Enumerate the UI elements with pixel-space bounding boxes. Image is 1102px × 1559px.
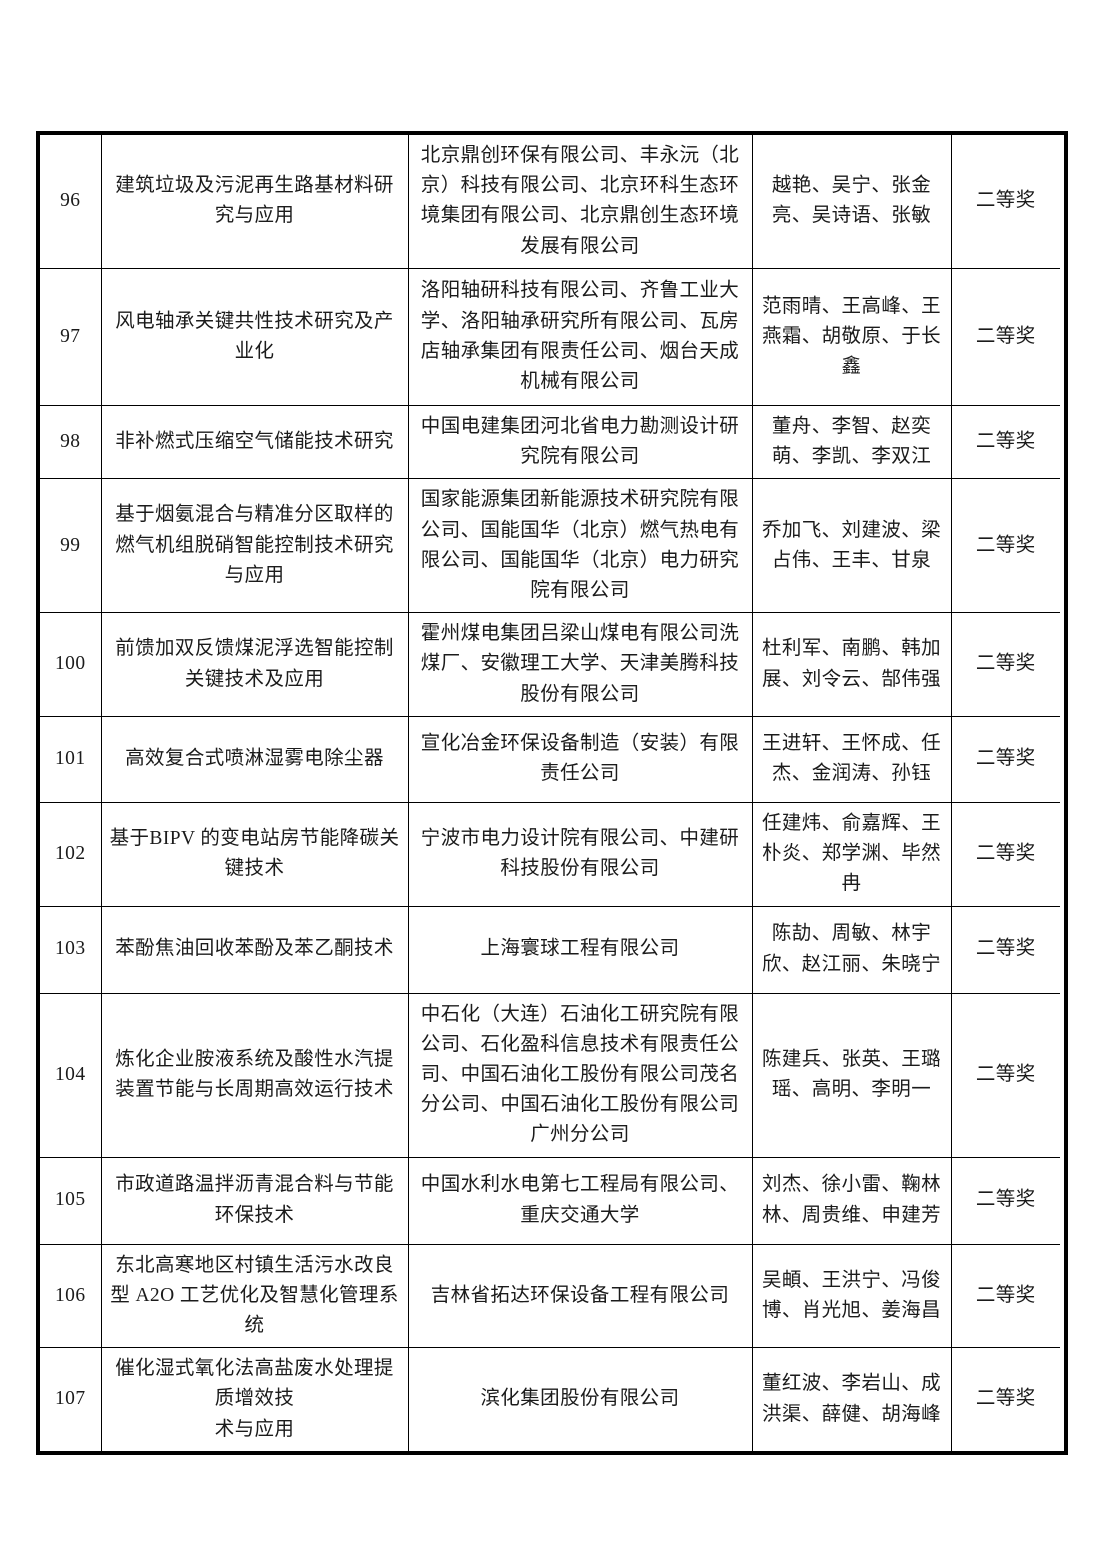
- award-table-body: 96 建筑垃圾及污泥再生路基材料研究与应用 北京鼎创环保有限公司、丰永沅（北京）…: [40, 135, 1060, 1451]
- row-title: 炼化企业胺液系统及酸性水汽提装置节能与长周期高效运行技术: [100, 992, 409, 1158]
- row-index: 96: [40, 135, 102, 269]
- row-people: 乔加飞、刘建波、梁占伟、王丰、甘泉: [751, 478, 952, 614]
- row-people: 范雨晴、王高峰、王燕霜、胡敬原、于长鑫: [751, 267, 952, 406]
- table-row: 104 炼化企业胺液系统及酸性水汽提装置节能与长周期高效运行技术 中石化（大连）…: [40, 992, 1060, 1158]
- row-award: 二等奖: [950, 404, 1060, 480]
- award-table: 96 建筑垃圾及污泥再生路基材料研究与应用 北京鼎创环保有限公司、丰永沅（北京）…: [40, 135, 1060, 1451]
- row-index: 101: [40, 715, 102, 803]
- award-table-outer-frame: 96 建筑垃圾及污泥再生路基材料研究与应用 北京鼎创环保有限公司、丰永沅（北京）…: [36, 131, 1068, 1455]
- row-people: 任建炜、俞嘉辉、王朴炎、郑学渊、毕然冉: [751, 801, 952, 907]
- row-org: 国家能源集团新能源技术研究院有限公司、国能国华（北京）燃气热电有限公司、国能国华…: [407, 478, 753, 614]
- row-index: 97: [40, 267, 102, 406]
- table-row: 97 风电轴承关键共性技术研究及产业化 洛阳轴研科技有限公司、齐鲁工业大学、洛阳…: [40, 267, 1060, 406]
- row-org: 中国水利水电第七工程局有限公司、重庆交通大学: [407, 1156, 753, 1245]
- row-award: 二等奖: [950, 801, 1060, 907]
- row-index: 106: [40, 1243, 102, 1349]
- award-table-inner-frame: 96 建筑垃圾及污泥再生路基材料研究与应用 北京鼎创环保有限公司、丰永沅（北京）…: [39, 134, 1065, 1452]
- table-row: 96 建筑垃圾及污泥再生路基材料研究与应用 北京鼎创环保有限公司、丰永沅（北京）…: [40, 135, 1060, 269]
- row-title: 基于烟氨混合与精准分区取样的燃气机组脱硝智能控制技术研究与应用: [100, 478, 409, 614]
- row-index: 99: [40, 478, 102, 614]
- row-org: 上海寰球工程有限公司: [407, 905, 753, 994]
- row-award: 二等奖: [950, 267, 1060, 406]
- row-people: 董舟、李智、赵奕萌、李凯、李双江: [751, 404, 952, 480]
- row-index: 104: [40, 992, 102, 1158]
- table-row: 100 前馈加双反馈煤泥浮选智能控制关键技术及应用 霍州煤电集团吕梁山煤电有限公…: [40, 612, 1060, 717]
- row-org: 宣化冶金环保设备制造（安装）有限责任公司: [407, 715, 753, 803]
- row-org: 滨化集团股份有限公司: [407, 1347, 753, 1451]
- row-award: 二等奖: [950, 1156, 1060, 1245]
- row-title: 苯酚焦油回收苯酚及苯乙酮技术: [100, 905, 409, 994]
- row-org: 洛阳轴研科技有限公司、齐鲁工业大学、洛阳轴承研究所有限公司、瓦房店轴承集团有限责…: [407, 267, 753, 406]
- row-award: 二等奖: [950, 1243, 1060, 1349]
- row-index: 98: [40, 404, 102, 480]
- row-award: 二等奖: [950, 1347, 1060, 1451]
- row-award: 二等奖: [950, 992, 1060, 1158]
- row-title: 前馈加双反馈煤泥浮选智能控制关键技术及应用: [100, 612, 409, 717]
- row-people: 董红波、李岩山、成洪渠、薛健、胡海峰: [751, 1347, 952, 1451]
- row-award: 二等奖: [950, 135, 1060, 269]
- row-title: 基于BIPV 的变电站房节能降碳关键技术: [100, 801, 409, 907]
- row-org: 中国电建集团河北省电力勘测设计研究院有限公司: [407, 404, 753, 480]
- row-award: 二等奖: [950, 715, 1060, 803]
- row-index: 103: [40, 905, 102, 994]
- row-people: 越艳、吴宁、张金亮、吴诗语、张敏: [751, 135, 952, 269]
- row-title: 建筑垃圾及污泥再生路基材料研究与应用: [100, 135, 409, 269]
- row-title: 催化湿式氧化法高盐废水处理提质增效技 术与应用: [100, 1347, 409, 1451]
- row-org: 中石化（大连）石油化工研究院有限公司、石化盈科信息技术有限责任公司、中国石油化工…: [407, 992, 753, 1158]
- row-award: 二等奖: [950, 478, 1060, 614]
- row-title: 风电轴承关键共性技术研究及产业化: [100, 267, 409, 406]
- table-row: 99 基于烟氨混合与精准分区取样的燃气机组脱硝智能控制技术研究与应用 国家能源集…: [40, 478, 1060, 614]
- row-people: 陈建兵、张英、王璐瑶、高明、李明一: [751, 992, 952, 1158]
- row-award: 二等奖: [950, 905, 1060, 994]
- row-org: 北京鼎创环保有限公司、丰永沅（北京）科技有限公司、北京环科生态环境集团有限公司、…: [407, 135, 753, 269]
- row-index: 107: [40, 1347, 102, 1451]
- table-row: 98 非补燃式压缩空气储能技术研究 中国电建集团河北省电力勘测设计研究院有限公司…: [40, 404, 1060, 480]
- row-people: 杜利军、南鹏、韩加展、刘令云、郜伟强: [751, 612, 952, 717]
- row-index: 100: [40, 612, 102, 717]
- row-title: 非补燃式压缩空气储能技术研究: [100, 404, 409, 480]
- row-org: 宁波市电力设计院有限公司、中建研科技股份有限公司: [407, 801, 753, 907]
- row-people: 刘杰、徐小雷、鞠林林、周贵维、申建芳: [751, 1156, 952, 1245]
- row-title: 高效复合式喷淋湿雾电除尘器: [100, 715, 409, 803]
- row-index: 105: [40, 1156, 102, 1245]
- row-title: 东北高寒地区村镇生活污水改良型 A2O 工艺优化及智慧化管理系统: [100, 1243, 409, 1349]
- row-award: 二等奖: [950, 612, 1060, 717]
- row-people: 王进轩、王怀成、任杰、金润涛、孙钰: [751, 715, 952, 803]
- table-row: 107 催化湿式氧化法高盐废水处理提质增效技 术与应用 滨化集团股份有限公司 董…: [40, 1347, 1060, 1451]
- row-org: 吉林省拓达环保设备工程有限公司: [407, 1243, 753, 1349]
- table-row: 105 市政道路温拌沥青混合料与节能环保技术 中国水利水电第七工程局有限公司、重…: [40, 1156, 1060, 1245]
- table-row: 102 基于BIPV 的变电站房节能降碳关键技术 宁波市电力设计院有限公司、中建…: [40, 801, 1060, 907]
- row-people: 吴頔、王洪宁、冯俊博、肖光旭、姜海昌: [751, 1243, 952, 1349]
- row-title: 市政道路温拌沥青混合料与节能环保技术: [100, 1156, 409, 1245]
- row-index: 102: [40, 801, 102, 907]
- table-row: 103 苯酚焦油回收苯酚及苯乙酮技术 上海寰球工程有限公司 陈劼、周敏、林宇欣、…: [40, 905, 1060, 994]
- row-people: 陈劼、周敏、林宇欣、赵江丽、朱晓宁: [751, 905, 952, 994]
- row-org: 霍州煤电集团吕梁山煤电有限公司洗煤厂、安徽理工大学、天津美腾科技股份有限公司: [407, 612, 753, 717]
- table-row: 101 高效复合式喷淋湿雾电除尘器 宣化冶金环保设备制造（安装）有限责任公司 王…: [40, 715, 1060, 803]
- table-row: 106 东北高寒地区村镇生活污水改良型 A2O 工艺优化及智慧化管理系统 吉林省…: [40, 1243, 1060, 1349]
